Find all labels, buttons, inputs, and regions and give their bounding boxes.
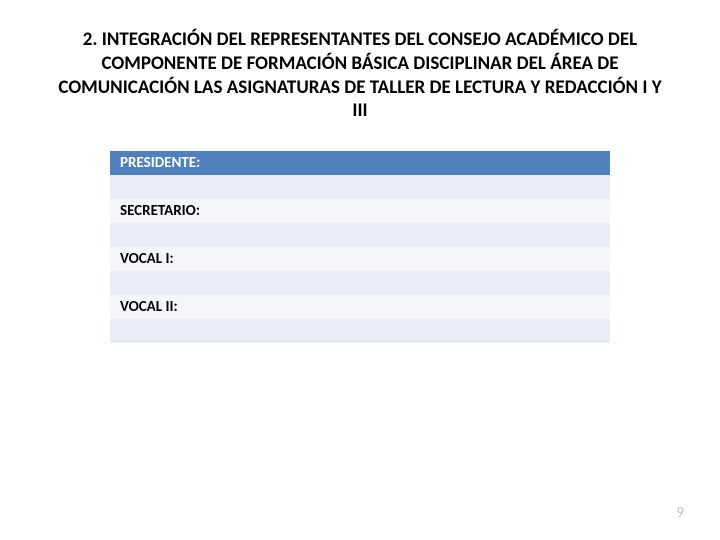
role-row-vocal-ii: VOCAL II: [110, 295, 610, 319]
page-number: 9 [676, 504, 684, 522]
role-row-blank [110, 271, 610, 295]
role-row-blank [110, 175, 610, 199]
role-row-blank [110, 223, 610, 247]
roles-table: PRESIDENTE: SECRETARIO: VOCAL I: VOCAL I… [110, 151, 610, 343]
role-row-secretario: SECRETARIO: [110, 199, 610, 223]
role-row-blank [110, 319, 610, 343]
role-row-vocal-i: VOCAL I: [110, 247, 610, 271]
slide-title: 2. INTEGRACIÓN DEL REPRESENTANTES DEL CO… [0, 0, 720, 123]
role-row-presidente: PRESIDENTE: [110, 151, 610, 175]
